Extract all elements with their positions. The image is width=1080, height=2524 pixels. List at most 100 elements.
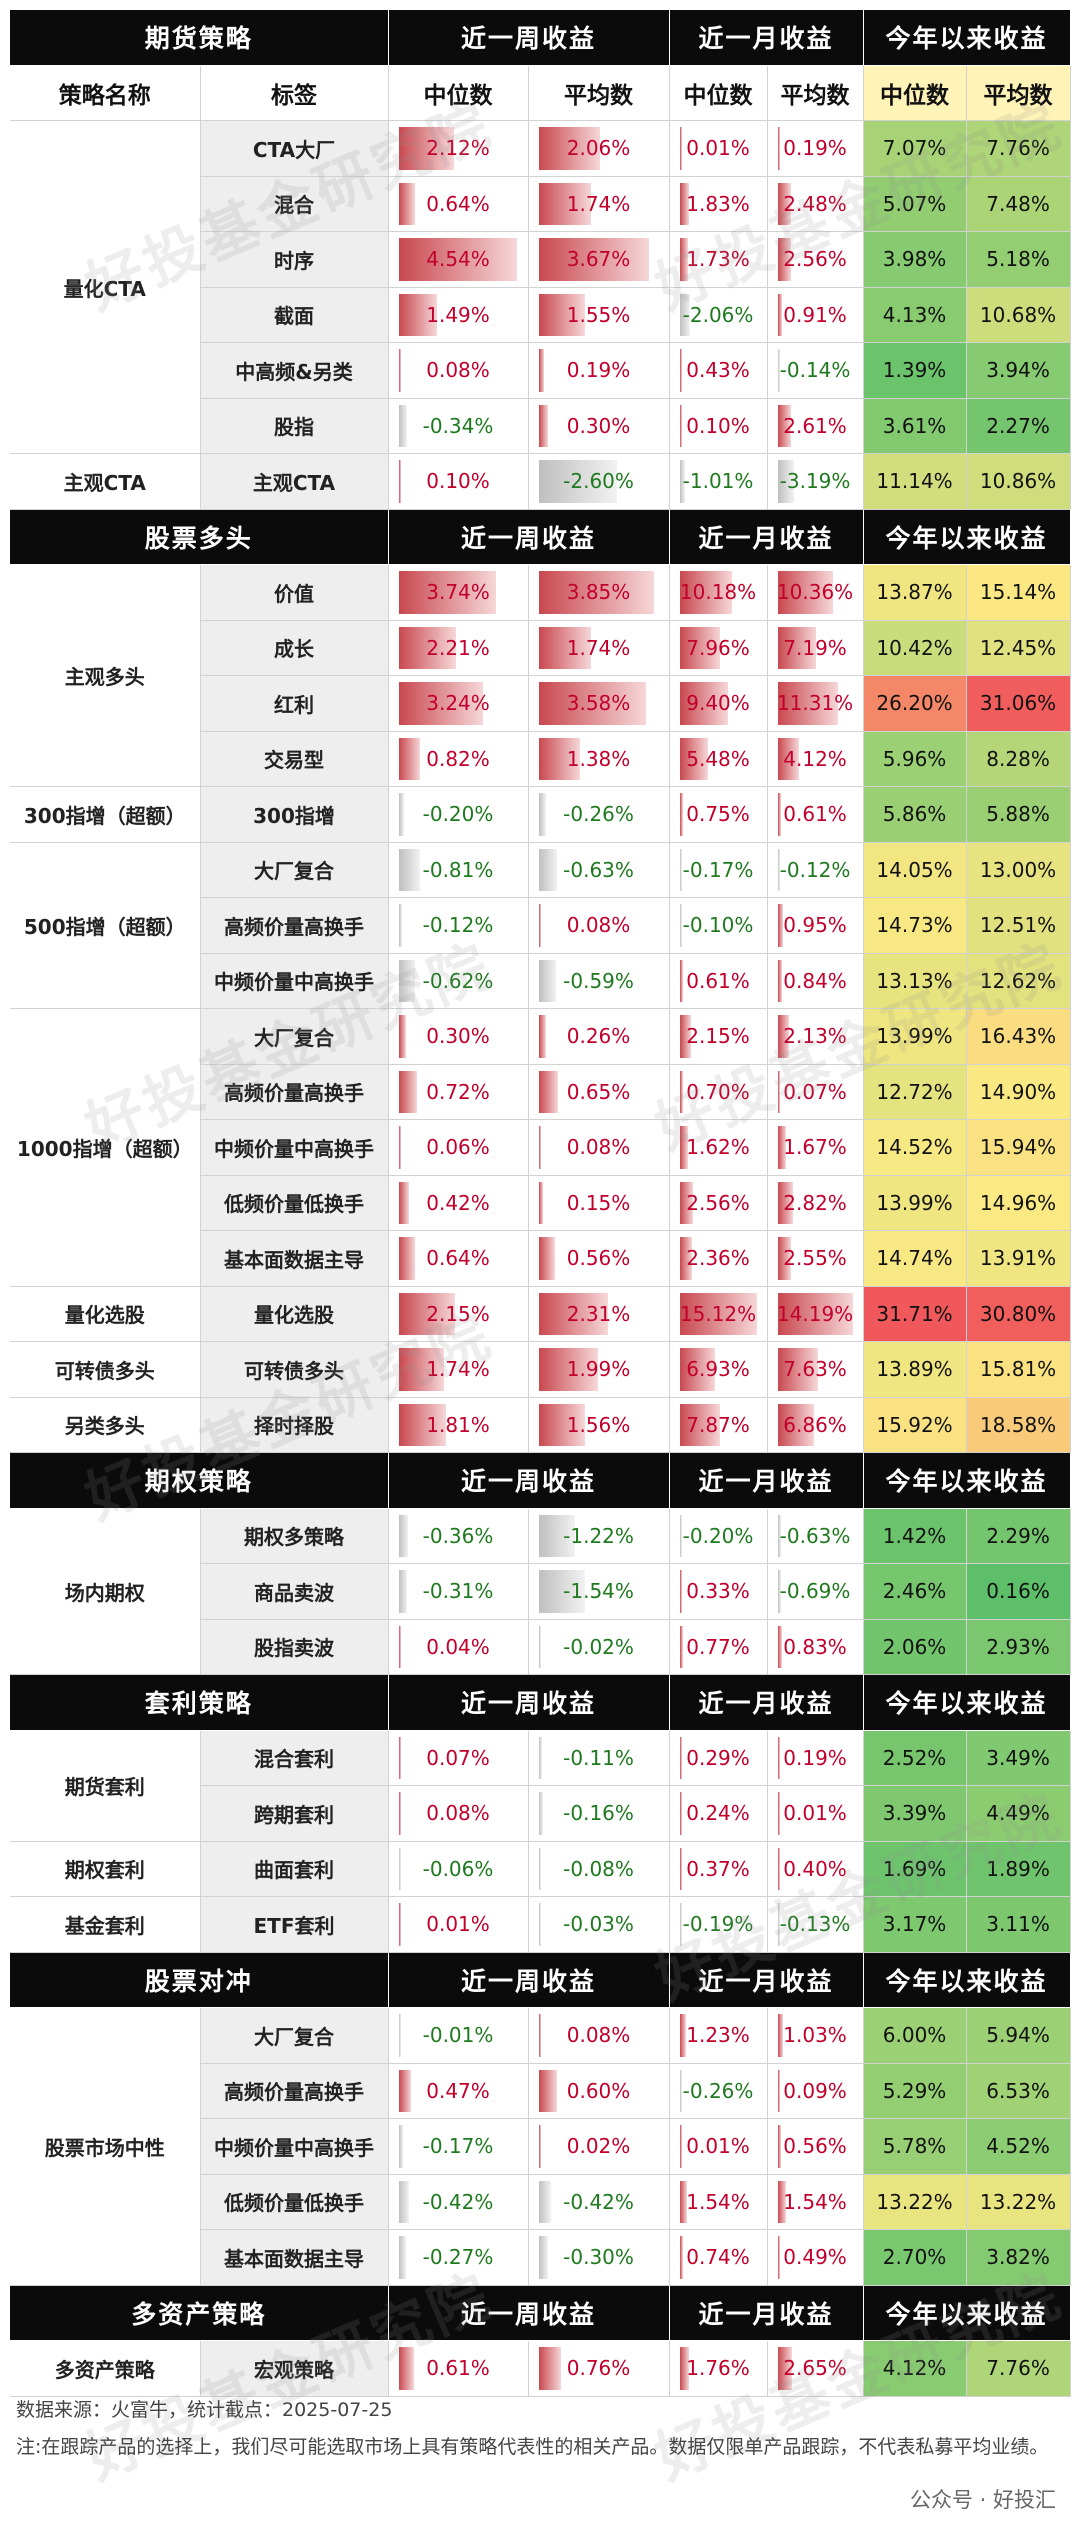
table-row: 可转债多头 可转债多头 1.74% 1.99% 6.93% 7.63% 13.89% 15.8… (10, 1341, 1071, 1398)
return-cell-wm: -0.17% (388, 2118, 529, 2175)
return-value: 0.19% (566, 358, 631, 383)
return-cell-mm: 0.75% (669, 786, 768, 843)
return-cell-wm: -0.36% (388, 1508, 529, 1564)
disclaimer-note: 注:在跟踪产品的选择上，我们尽可能选取市场上具有策略代表性的相关产品。数据仅限单… (16, 2436, 1049, 2458)
mean-header: 平均数 (966, 65, 1071, 121)
strategy-tag: 中频价量中高换手 (200, 2118, 389, 2175)
return-cell-wa: 0.76% (528, 2340, 670, 2397)
return-bar (679, 2236, 684, 2279)
ytd-cell-median: 2.52% (863, 1730, 967, 1786)
mean-header: 平均数 (528, 65, 670, 121)
return-bar (398, 1514, 408, 1557)
strategy-tag: 低频价量低换手 (200, 2174, 389, 2230)
return-bar (538, 1792, 544, 1835)
strategy-tag: 股指 (200, 398, 389, 454)
return-cell-wa: 0.30% (528, 398, 670, 454)
return-bar (398, 404, 408, 447)
return-bar (538, 1181, 544, 1224)
return-value: 0.10% (426, 469, 490, 494)
ytd-cell-mean: 14.96% (966, 1175, 1071, 1231)
return-bar (398, 1792, 401, 1835)
return-value: 0.08% (426, 358, 490, 383)
ytd-cell-mean: 30.80% (966, 1286, 1071, 1342)
return-bar (777, 293, 783, 336)
return-bar (777, 1292, 853, 1335)
strategy-tag: 主观CTA (200, 453, 389, 510)
ytd-cell-mean: 8.28% (966, 731, 1071, 787)
return-bar (398, 1903, 401, 1946)
return-cell-wm: 0.30% (388, 1008, 529, 1065)
week-return-header: 近一周收益 (388, 1452, 670, 1509)
return-value: 3.58% (566, 691, 631, 716)
ytd-cell-mean: 3.94% (966, 342, 1071, 399)
ytd-cell-median: 4.13% (863, 287, 967, 343)
return-cell-wa: 1.55% (528, 287, 670, 343)
return-value: 0.56% (783, 2134, 847, 2159)
return-cell-wm: -0.81% (388, 842, 529, 898)
return-cell-ma: 14.19% (767, 1286, 864, 1342)
return-cell-wa: 2.06% (528, 120, 670, 177)
ytd-cell-median: 13.99% (863, 1175, 967, 1231)
return-bar (538, 904, 541, 947)
return-value: -0.17% (422, 2134, 494, 2159)
return-cell-wm: 1.49% (388, 287, 529, 343)
return-cell-mm: 0.77% (669, 1619, 768, 1675)
table-row: 中高频&另类 0.08% 0.19% 0.43% -0.14% 1.39% 3.94% (10, 342, 1071, 399)
return-value: 2.15% (426, 1301, 490, 1326)
tag-header: 标签 (200, 65, 389, 121)
section-header: 股票多头 近一周收益 近一月收益 今年以来收益 (10, 509, 1071, 565)
return-value: 4.12% (783, 746, 847, 771)
return-bar (398, 2236, 406, 2279)
return-cell-wa: 0.02% (528, 2118, 670, 2175)
return-bar (398, 127, 454, 170)
return-bar (398, 182, 416, 225)
return-cell-wm: 2.12% (388, 120, 529, 177)
table-row: 高频价量高换手 0.72% 0.65% 0.70% 0.07% 12.72% 14.90% (10, 1064, 1071, 1120)
return-value: 7.87% (686, 1412, 750, 1437)
return-bar (398, 349, 401, 392)
return-value: -0.08% (563, 1856, 634, 1881)
return-value: 1.55% (566, 302, 631, 327)
return-value: 1.67% (783, 1135, 847, 1160)
return-bar (398, 682, 484, 725)
return-cell-mm: 1.54% (669, 2174, 768, 2230)
section-title: 股票多头 (10, 509, 389, 565)
return-cell-ma: 2.56% (767, 231, 864, 288)
ytd-cell-median: 26.20% (863, 675, 967, 732)
return-cell-mm: -0.10% (669, 897, 768, 954)
strategy-tag: 股指卖波 (200, 1619, 389, 1675)
return-value: 3.67% (566, 247, 631, 272)
return-value: 2.21% (426, 635, 490, 660)
return-cell-wm: -0.34% (388, 398, 529, 454)
table-row: 高频价量高换手 0.47% 0.60% -0.26% 0.09% 5.29% 6.53% (10, 2063, 1071, 2119)
return-value: -0.69% (779, 1579, 851, 1604)
return-value: 1.73% (686, 247, 750, 272)
return-bar (398, 793, 404, 836)
return-bar (538, 1292, 608, 1335)
return-value: 0.02% (566, 2134, 631, 2159)
return-value: 0.08% (566, 1135, 631, 1160)
ytd-cell-mean: 2.27% (966, 398, 1071, 454)
return-value: -0.20% (422, 802, 494, 827)
section-header: 期货策略 近一周收益 近一月收益 今年以来收益 (10, 10, 1071, 66)
ytd-cell-median: 14.74% (863, 1230, 967, 1287)
return-cell-wa: 1.99% (528, 1341, 670, 1398)
return-bar (538, 1403, 586, 1446)
return-bar (398, 1348, 444, 1391)
ytd-cell-median: 7.07% (863, 120, 967, 177)
strategy-group-name: 主观多头 (10, 564, 201, 787)
return-cell-wa: -0.16% (528, 1785, 670, 1842)
ytd-cell-median: 31.71% (863, 1286, 967, 1342)
return-cell-mm: 0.29% (669, 1730, 768, 1786)
return-cell-mm: 0.43% (669, 342, 768, 399)
return-cell-wm: 0.47% (388, 2063, 529, 2119)
return-bar (679, 1015, 691, 1058)
return-value: -0.10% (682, 913, 754, 938)
month-return-header: 近一月收益 (669, 10, 864, 66)
return-bar (679, 1292, 758, 1335)
ytd-cell-mean: 10.86% (966, 453, 1071, 510)
return-cell-wm: 2.15% (388, 1286, 529, 1342)
ytd-cell-mean: 6.53% (966, 2063, 1071, 2119)
return-bar (777, 571, 833, 614)
return-value: -0.19% (682, 1912, 754, 1937)
